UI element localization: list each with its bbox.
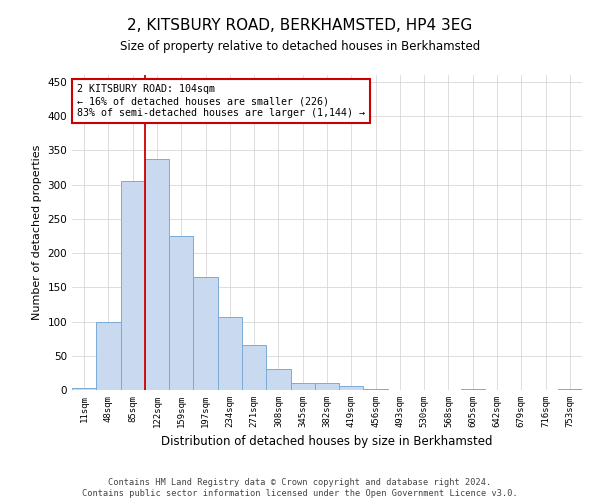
Bar [339,386,364,390]
Bar [145,159,169,390]
Bar [364,388,388,390]
Text: Size of property relative to detached houses in Berkhamsted: Size of property relative to detached ho… [120,40,480,53]
Bar [218,316,242,390]
Text: Contains HM Land Registry data © Crown copyright and database right 2024.
Contai: Contains HM Land Registry data © Crown c… [82,478,518,498]
Bar [315,383,339,390]
Bar [169,236,193,390]
Bar [72,388,96,390]
X-axis label: Distribution of detached houses by size in Berkhamsted: Distribution of detached houses by size … [161,436,493,448]
Bar [242,345,266,390]
Text: 2, KITSBURY ROAD, BERKHAMSTED, HP4 3EG: 2, KITSBURY ROAD, BERKHAMSTED, HP4 3EG [127,18,473,32]
Bar [193,277,218,390]
Bar [266,370,290,390]
Bar [96,322,121,390]
Bar [121,181,145,390]
Bar [290,383,315,390]
Y-axis label: Number of detached properties: Number of detached properties [32,145,42,320]
Text: 2 KITSBURY ROAD: 104sqm
← 16% of detached houses are smaller (226)
83% of semi-d: 2 KITSBURY ROAD: 104sqm ← 16% of detache… [77,84,365,117]
